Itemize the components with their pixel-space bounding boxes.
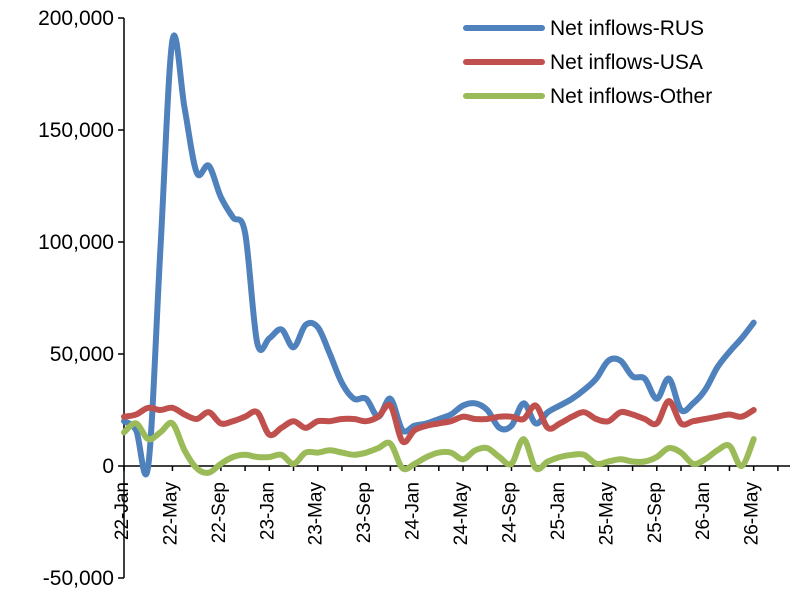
x-tick-label: 26-May [742, 482, 763, 546]
x-tick-label: 24-May [451, 482, 472, 546]
x-tick-label: 23-Jan [257, 482, 278, 540]
series-line-usa [121, 398, 757, 446]
y-tick-label: 150,000 [38, 119, 114, 142]
x-tick-label: 25-Sep [645, 482, 666, 543]
legend-label: Net inflows-USA [550, 51, 703, 74]
x-tick-label: 23-May [306, 482, 327, 546]
y-tick-label: 50,000 [50, 343, 114, 366]
y-tick-label: 0 [102, 455, 114, 478]
legend-label: Net inflows-Other [550, 85, 712, 108]
x-tick-label: 24-Jan [403, 482, 424, 540]
x-tick-label: 23-Sep [354, 482, 375, 543]
y-axis-ticks: -50,000 0 50,000 100,000 150,000 200,000 [38, 7, 124, 590]
x-tick-label: 25-May [596, 482, 617, 546]
legend-label: Net inflows-RUS [550, 17, 704, 40]
x-tick-label: 26-Jan [693, 482, 714, 540]
x-axis-ticks: 22-Jan 22-May 22-Sep 23-Jan 23-May 23-Sep 24-J… [112, 466, 779, 546]
series-lines [121, 32, 757, 478]
x-tick-label: 22-May [160, 482, 181, 546]
y-tick-label: -50,000 [43, 567, 114, 590]
series-line-other [121, 419, 757, 476]
x-tick-label: 22-Sep [209, 482, 230, 543]
y-tick-label: 200,000 [38, 7, 114, 30]
x-tick-label: 22-Jan [112, 482, 133, 540]
x-tick-label: 25-Jan [548, 482, 569, 540]
y-tick-label: 100,000 [38, 231, 114, 254]
legend: Net inflows-RUS Net inflows-USA Net inflow… [463, 17, 712, 108]
x-tick-label: 24-Sep [499, 482, 520, 543]
